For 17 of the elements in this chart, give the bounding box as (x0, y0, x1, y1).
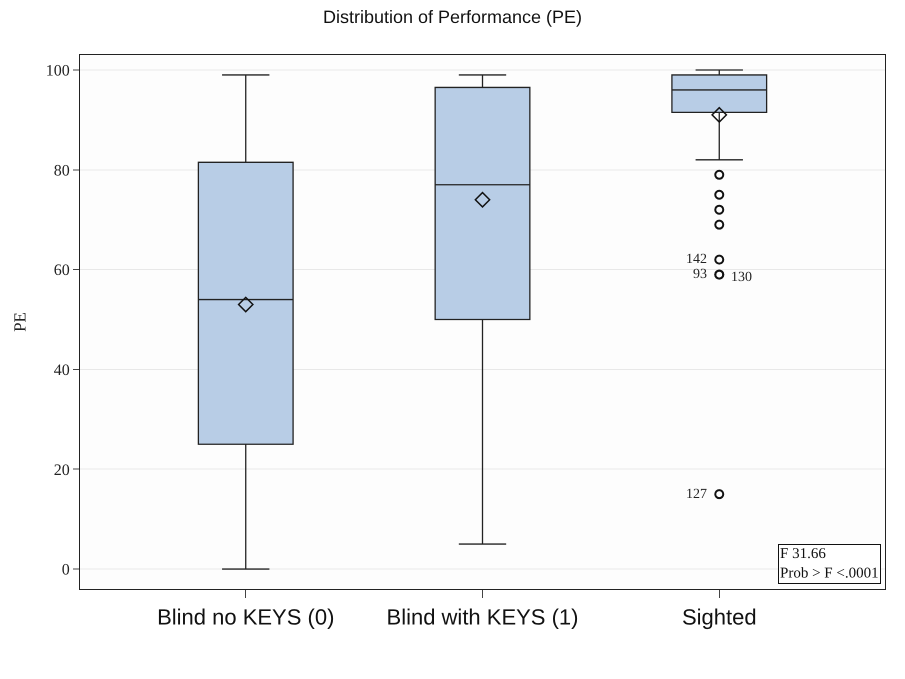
y-tick-label: 40 (54, 362, 70, 380)
x-tick-label: Blind no KEYS (0) (157, 604, 334, 630)
annotation: 93 (693, 267, 707, 282)
y-tick-label: 80 (54, 162, 70, 180)
annotation: 142 (686, 252, 707, 267)
y-tick-label: 60 (54, 262, 70, 280)
y-tick-label: 100 (46, 62, 70, 80)
annotation: 127 (686, 487, 707, 502)
annotation: F 31.66 (780, 546, 826, 562)
annotation: 130 (731, 270, 752, 285)
y-axis-title: PE (10, 312, 30, 332)
y-tick-label: 0 (62, 562, 70, 579)
annotation: Prob > F <.0001 (780, 566, 879, 582)
x-tick-label: Blind with KEYS (1) (386, 604, 578, 630)
y-tick-label: 20 (54, 462, 70, 479)
x-tick-label: Sighted (682, 604, 757, 630)
chart-title: Distribution of Performance (PE) (322, 6, 582, 27)
